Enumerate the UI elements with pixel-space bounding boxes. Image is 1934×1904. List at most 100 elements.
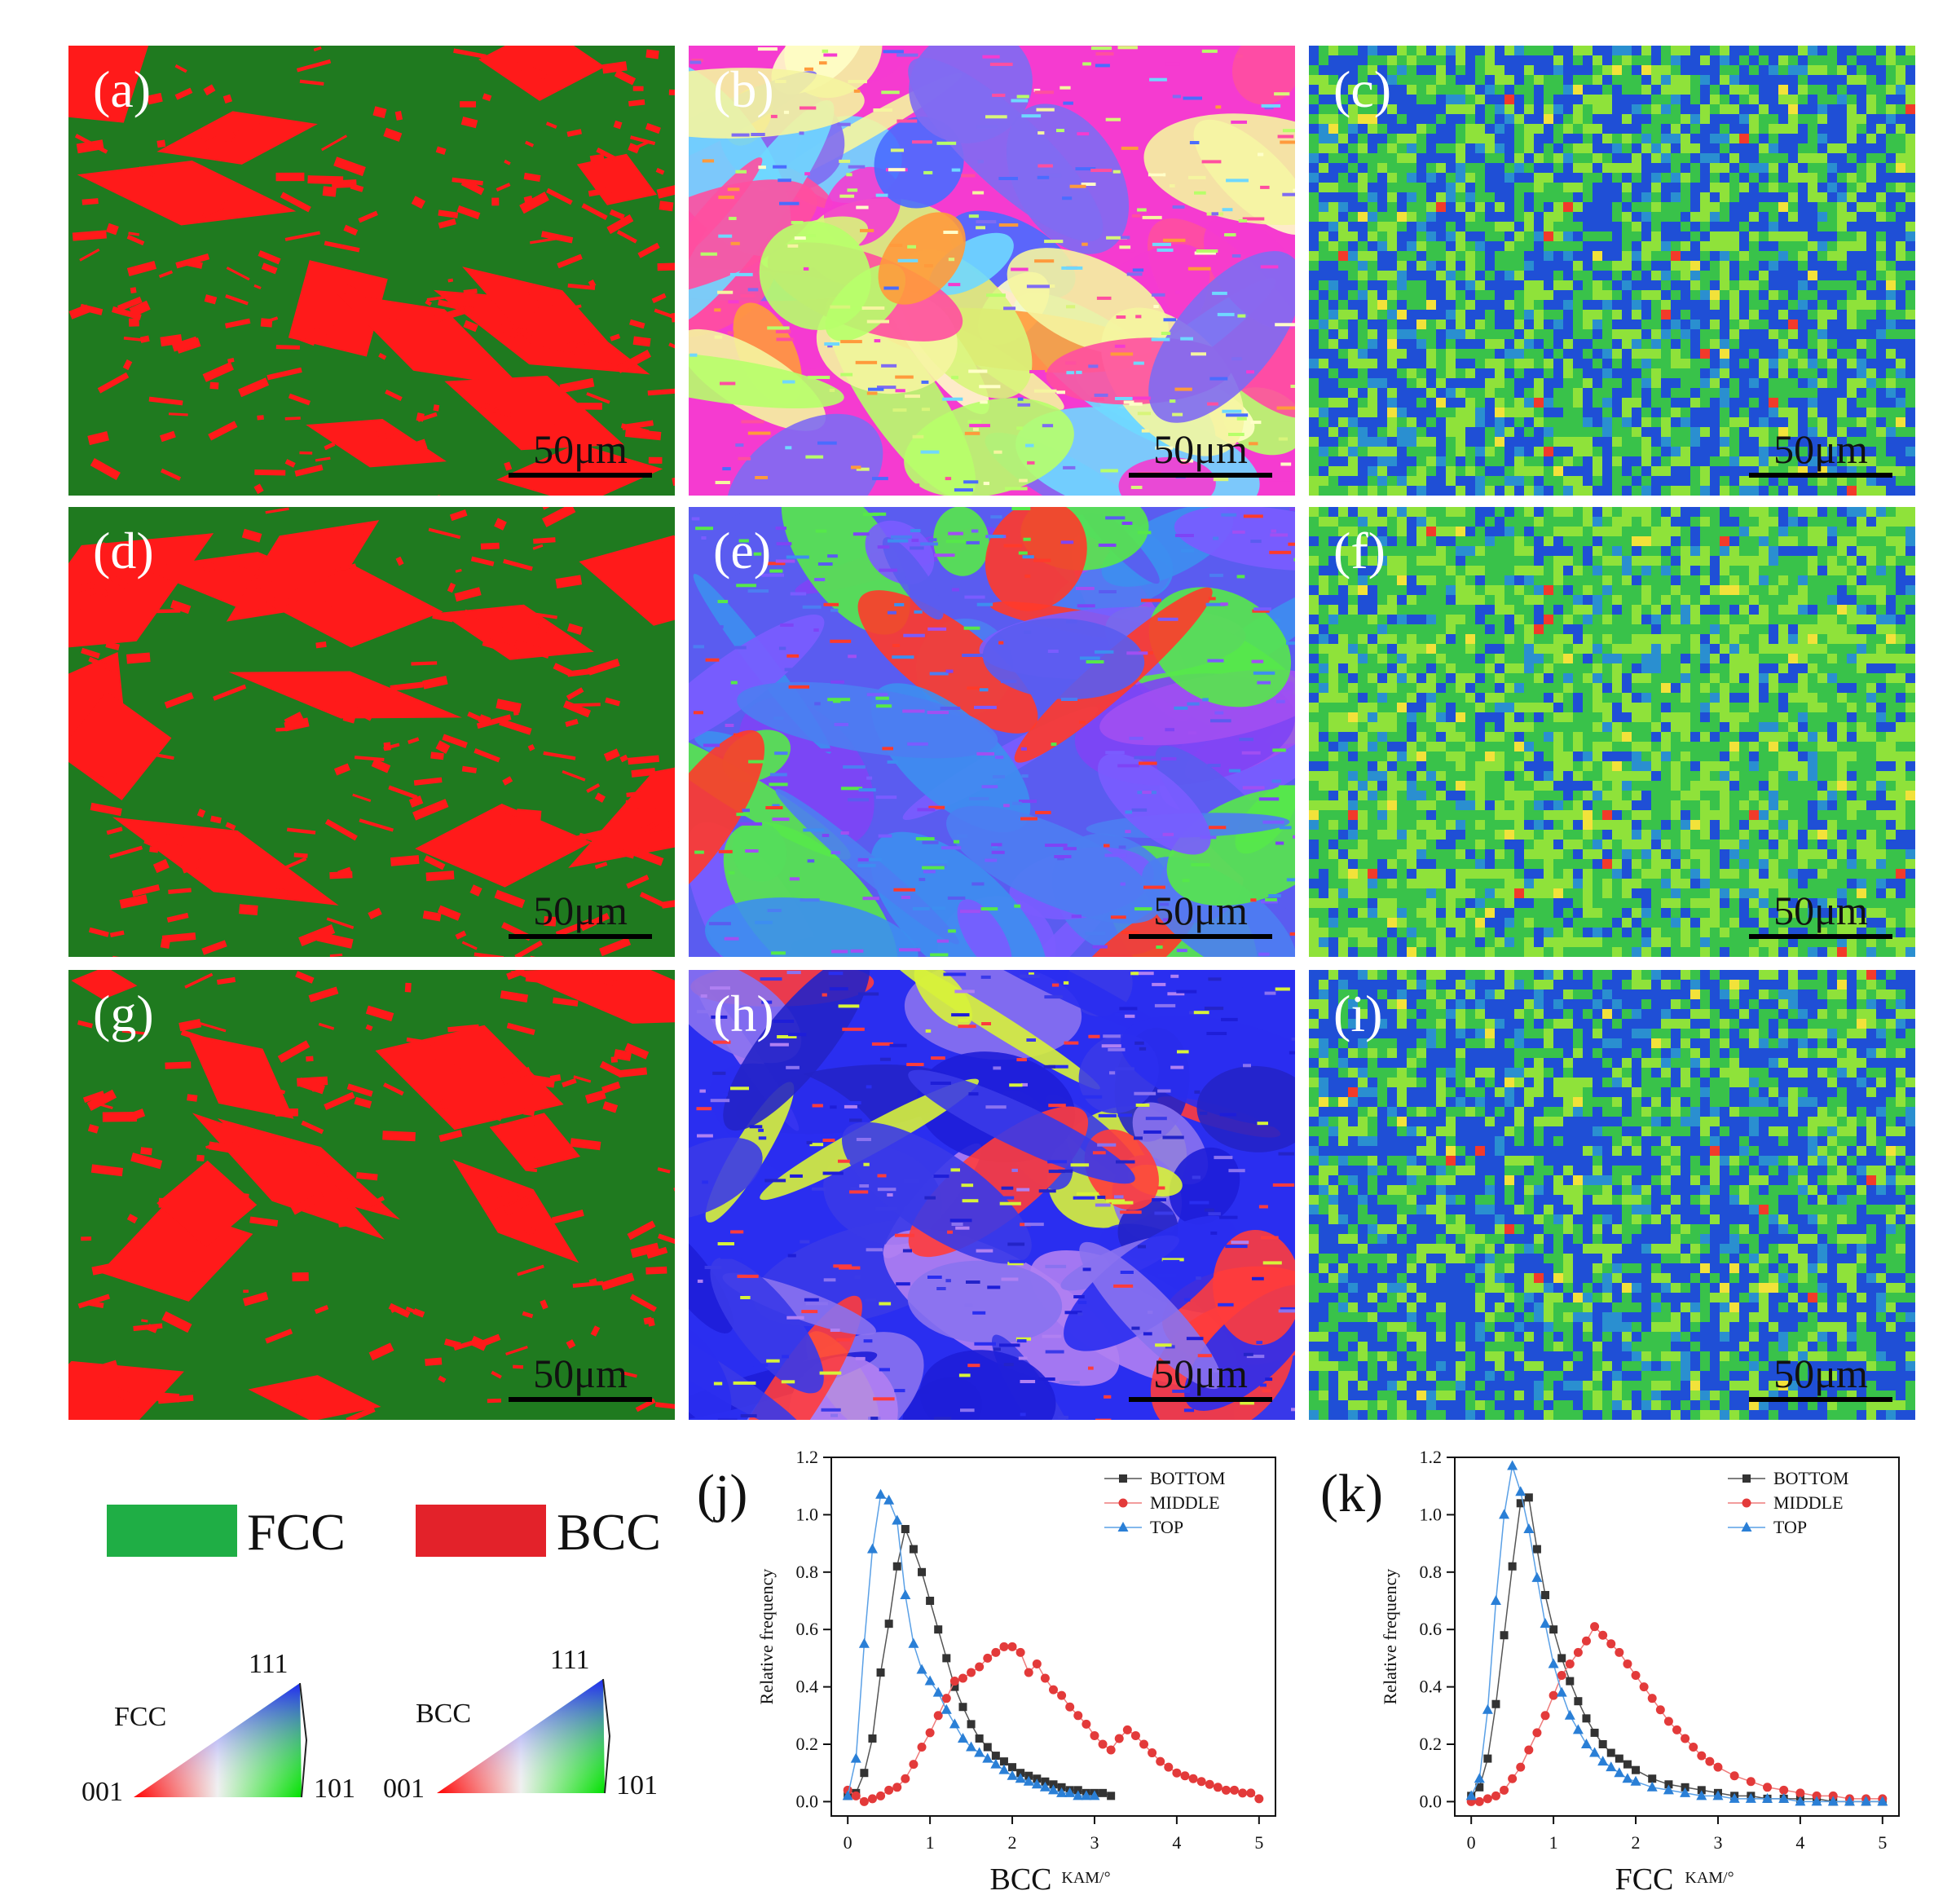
kam-pixel: [1690, 898, 1700, 908]
kam-pixel: [1319, 202, 1328, 212]
ipf-fragment: [1079, 656, 1100, 660]
kam-pixel: [1446, 898, 1456, 908]
ipf-fragment: [992, 93, 1006, 97]
kam-pixel: [1729, 527, 1739, 536]
bcc-lath: [625, 800, 656, 809]
kam-pixel: [1817, 222, 1827, 231]
kam-pixel: [1827, 663, 1837, 673]
kam-pixel: [1896, 466, 1905, 476]
kam-pixel: [1847, 310, 1857, 320]
ipf-fragment: [1257, 681, 1271, 685]
kam-pixel: [1808, 329, 1817, 339]
kam-pixel: [1651, 251, 1661, 261]
kam-pixel: [1436, 712, 1446, 722]
kam-pixel: [1465, 654, 1475, 663]
kam-pixel: [1739, 683, 1749, 693]
kam-pixel: [1544, 447, 1553, 456]
ipf-fragment: [840, 831, 849, 835]
bcc-lath: [464, 304, 475, 314]
kam-pixel: [1348, 437, 1358, 447]
kam-pixel: [1700, 575, 1710, 585]
kam-pixel: [1778, 781, 1788, 791]
kam-pixel: [1827, 761, 1837, 771]
kam-pixel: [1876, 556, 1886, 566]
kam-pixel: [1309, 820, 1319, 830]
kam-pixel: [1739, 624, 1749, 634]
kam-pixel: [1309, 476, 1319, 486]
kam-pixel: [1700, 732, 1710, 742]
kam-pixel: [1720, 869, 1729, 879]
kam-pixel: [1612, 261, 1622, 271]
panel-label: (a): [93, 60, 152, 118]
kam-pixel: [1857, 173, 1866, 183]
kam-pixel: [1426, 644, 1436, 654]
kam-pixel: [1896, 329, 1905, 339]
kam-pixel: [1583, 192, 1593, 202]
kam-pixel: [1407, 447, 1416, 456]
kam-pixel: [1808, 476, 1817, 486]
kam-pixel: [1475, 830, 1485, 840]
kam-pixel: [1886, 830, 1896, 840]
ipf-fragment: [929, 860, 948, 864]
kam-pixel: [1338, 300, 1348, 310]
kam-pixel: [1700, 820, 1710, 830]
ipf-fragment: [837, 122, 851, 126]
ipf-fragment: [971, 882, 985, 886]
kam-pixel: [1778, 849, 1788, 859]
kam-pixel: [1759, 153, 1769, 163]
kam-pixel: [1700, 761, 1710, 771]
kam-pixel: [1456, 703, 1465, 712]
kam-pixel: [1876, 624, 1886, 634]
kam-pixel: [1465, 300, 1475, 310]
kam-pixel: [1602, 820, 1612, 830]
kam-pixel: [1651, 466, 1661, 476]
kam-pixel: [1896, 849, 1905, 859]
kam-pixel: [1377, 879, 1387, 888]
ipf-fragment: [1017, 397, 1024, 401]
ipf-fragment: [839, 194, 855, 198]
kam-pixel: [1368, 408, 1377, 417]
kam-pixel: [1759, 722, 1769, 732]
kam-pixel: [1319, 310, 1328, 320]
kam-pixel: [1847, 869, 1857, 879]
kam-pixel: [1641, 575, 1651, 585]
kam-pixel: [1896, 663, 1905, 673]
kam-pixel: [1377, 800, 1387, 810]
kam-pixel: [1651, 693, 1661, 703]
kam-pixel: [1896, 124, 1905, 134]
kam-pixel: [1524, 751, 1534, 761]
kam-pixel: [1426, 771, 1436, 781]
kam-pixel: [1524, 95, 1534, 104]
kam-pixel: [1622, 771, 1632, 781]
ipf-fragment: [765, 566, 777, 569]
kam-pixel: [1769, 546, 1778, 556]
kam-pixel: [1700, 241, 1710, 251]
ipf-fragment: [1037, 175, 1050, 179]
kam-pixel: [1671, 703, 1681, 712]
kam-pixel: [1553, 280, 1563, 290]
kam-pixel: [1769, 683, 1778, 693]
kam-pixel: [1563, 300, 1573, 310]
ipf-fragment: [929, 672, 949, 676]
bcc-lath: [628, 755, 659, 765]
kam-pixel: [1319, 575, 1328, 585]
kam-pixel: [1700, 869, 1710, 879]
kam-pixels: [1309, 46, 1915, 496]
kam-pixel: [1690, 143, 1700, 153]
kam-pixel: [1456, 104, 1465, 114]
kam-pixel: [1857, 742, 1866, 751]
kam-pixel: [1759, 654, 1769, 663]
kam-pixel: [1514, 536, 1524, 546]
kam-pixel: [1544, 173, 1553, 183]
kam-pixel: [1583, 378, 1593, 388]
kam-pixel: [1387, 183, 1397, 192]
scale-line: [1129, 934, 1272, 939]
kam-pixel: [1710, 634, 1720, 644]
kam-pixel: [1632, 840, 1641, 849]
kam-pixel: [1857, 712, 1866, 722]
ipf-fragment: [1231, 357, 1242, 361]
bcc-lath: [253, 483, 264, 495]
bcc-lath: [156, 609, 181, 614]
kam-pixel: [1573, 673, 1583, 683]
kam-pixel: [1739, 722, 1749, 732]
